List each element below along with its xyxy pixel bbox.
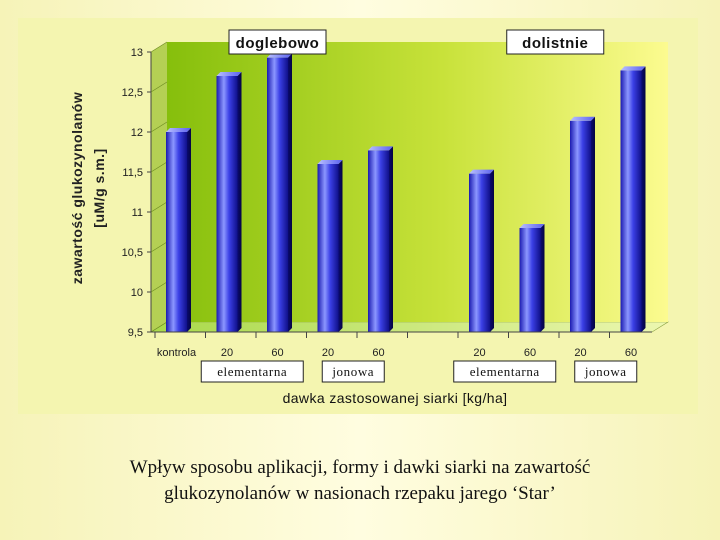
form-label-box bbox=[200, 360, 304, 383]
form-label-text: elementarna bbox=[470, 364, 540, 379]
y-tick-diagonal bbox=[150, 161, 168, 173]
x-tick-label: 60 bbox=[625, 347, 637, 359]
y-tick-label: 11 bbox=[132, 207, 143, 219]
bar-side bbox=[540, 224, 545, 332]
bar bbox=[267, 53, 292, 332]
y-tick-diagonal bbox=[150, 201, 168, 213]
bar-side bbox=[389, 146, 393, 332]
y-tick-label: 13 bbox=[131, 47, 143, 59]
y-tick-label: 10,5 bbox=[122, 247, 143, 259]
bar-side bbox=[187, 128, 191, 332]
y-tick-label: 9,5 bbox=[128, 327, 143, 339]
bar bbox=[570, 116, 595, 332]
y-tick-label: 12 bbox=[131, 127, 143, 139]
bar-front bbox=[570, 120, 591, 332]
y-tick-label: 11,5 bbox=[122, 167, 143, 179]
x-tick-label: kontrola bbox=[157, 347, 197, 359]
group-label: doglebowo bbox=[228, 29, 327, 55]
bar-side bbox=[288, 53, 292, 332]
x-tick-label: 20 bbox=[574, 347, 586, 359]
bar-top bbox=[570, 116, 595, 121]
bar-front bbox=[469, 173, 490, 332]
form-label: elementarna bbox=[200, 360, 304, 383]
bar-top bbox=[166, 128, 191, 132]
bar-front bbox=[620, 70, 642, 333]
form-label-text: jonowa bbox=[584, 364, 627, 379]
form-label: jonowa bbox=[574, 360, 638, 383]
slide-caption: Wpływ sposobu aplikacji, formy i dawki s… bbox=[0, 455, 720, 507]
chart-labels: zawartość glukozynolanów [uM/g s.m.] dogle… bbox=[69, 29, 638, 406]
bar bbox=[216, 72, 242, 332]
y-tick-diagonal bbox=[150, 41, 168, 53]
form-label-box bbox=[321, 360, 385, 383]
form-label-box bbox=[453, 360, 557, 383]
group-label-text: dolistnie bbox=[522, 35, 588, 52]
form-label: jonowa bbox=[321, 360, 385, 383]
bar-side bbox=[641, 66, 646, 333]
bar-side bbox=[490, 169, 494, 332]
group-label: dolistnie bbox=[506, 29, 605, 55]
bar bbox=[368, 146, 393, 332]
group-label-box bbox=[506, 29, 605, 55]
bar-front bbox=[216, 76, 238, 332]
group-label-box bbox=[228, 29, 327, 55]
x-tick-label: 60 bbox=[524, 347, 536, 359]
plot-side-wall bbox=[151, 42, 167, 332]
x-axis-title: dawka zastosowanej siarki [kg/ha] bbox=[283, 390, 508, 406]
bars bbox=[166, 53, 646, 333]
x-tick-label: 20 bbox=[221, 347, 233, 359]
y-axis-title-line-2: [uM/g s.m.] bbox=[91, 148, 107, 227]
x-tick-label: 60 bbox=[372, 347, 384, 359]
bar-side bbox=[338, 160, 343, 332]
y-tick-label: 12,5 bbox=[122, 87, 143, 99]
bar bbox=[469, 169, 494, 332]
y-tick-label: 10 bbox=[131, 287, 143, 299]
form-label: elementarna bbox=[453, 360, 557, 383]
form-label-text: elementarna bbox=[217, 364, 287, 379]
x-tick-label: 60 bbox=[271, 347, 283, 359]
bar-front bbox=[166, 132, 187, 332]
y-tick-diagonal bbox=[150, 81, 168, 93]
caption-line-2: glukozynolanów w nasionach rzepaku jareg… bbox=[164, 483, 556, 504]
bar-top bbox=[620, 66, 646, 71]
bar-front bbox=[519, 228, 541, 332]
bar bbox=[166, 128, 191, 332]
bar-top bbox=[216, 72, 242, 76]
caption-line-1: Wpływ sposobu aplikacji, formy i dawki s… bbox=[129, 457, 591, 478]
bar-top bbox=[317, 160, 343, 164]
bar-top bbox=[267, 53, 292, 58]
y-tick-diagonal bbox=[150, 241, 168, 253]
x-axis: kontrola 20 60 20 60 20 60 20 60 bbox=[151, 331, 652, 359]
bar-front bbox=[317, 164, 339, 332]
x-tick-label: 20 bbox=[473, 347, 485, 359]
bar-top bbox=[469, 169, 494, 174]
y-tick-diagonal bbox=[150, 281, 168, 293]
y-tick-diagonal bbox=[150, 121, 168, 133]
bar bbox=[317, 160, 343, 332]
bar-front bbox=[267, 57, 288, 332]
y-axis-title-line-1: zawartość glukozynolanów bbox=[69, 92, 85, 284]
bar-side bbox=[237, 72, 242, 332]
bar-top bbox=[519, 224, 545, 228]
y-axis: 9,5 10 10,5 11 11,5 12 12,5 13 bbox=[122, 41, 168, 339]
group-label-text: doglebowo bbox=[236, 35, 320, 52]
bar-top bbox=[368, 146, 393, 151]
bar-side bbox=[591, 116, 595, 332]
y-tick-diagonal bbox=[150, 321, 168, 333]
form-label-box bbox=[574, 360, 638, 383]
bar-front bbox=[368, 150, 389, 332]
bar bbox=[620, 66, 646, 333]
x-tick-label: 20 bbox=[322, 347, 334, 359]
bar bbox=[519, 224, 545, 332]
form-label-text: jonowa bbox=[331, 364, 374, 379]
